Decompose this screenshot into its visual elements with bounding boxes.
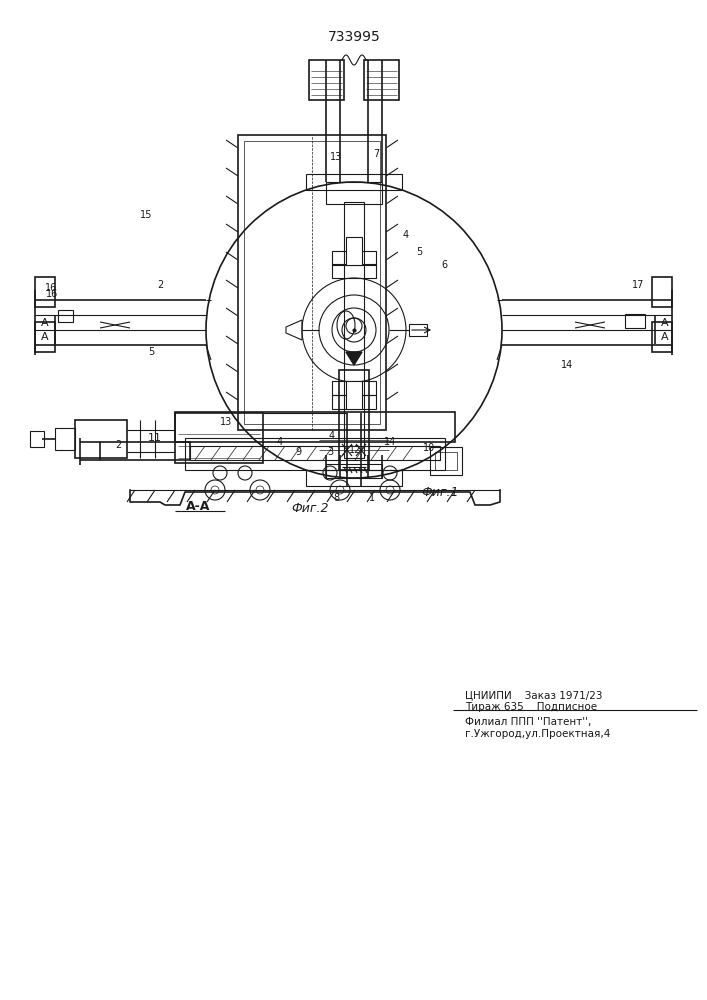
Bar [346,237,362,265]
Text: Фиг.1: Фиг.1 [421,486,459,498]
Bar [75,420,127,458]
Bar [326,464,382,478]
Text: 8: 8 [333,493,339,503]
Text: 4: 4 [277,437,283,447]
Text: 733995: 733995 [327,30,380,44]
Bar [306,470,402,486]
Text: А-А: А-А [186,500,210,514]
Bar [435,452,457,470]
Bar [332,264,376,278]
Text: 11: 11 [148,433,162,443]
Text: 13: 13 [220,417,232,427]
Text: 4: 4 [403,230,409,240]
Text: Филиал ППП ''Патент'',: Филиал ППП ''Патент'', [465,717,591,727]
Bar [30,431,44,447]
Bar [100,442,190,460]
Bar [344,202,364,458]
Text: 10: 10 [423,443,435,453]
Text: Тираж 635    Подписное: Тираж 635 Подписное [465,702,597,712]
Text: А: А [661,332,669,342]
Bar [306,174,402,190]
Text: А: А [42,318,49,328]
Bar [625,314,645,328]
Bar [185,438,445,470]
Bar [652,322,672,352]
Bar [332,395,376,409]
Text: 16: 16 [46,289,58,299]
Text: ЦНИИПИ    Заказ 1971/23: ЦНИИПИ Заказ 1971/23 [465,690,602,700]
Polygon shape [346,352,362,365]
Text: 2: 2 [115,440,121,450]
Bar [364,60,399,100]
Bar [332,251,376,265]
Text: А: А [42,332,49,342]
Bar [346,381,362,409]
Bar [326,182,382,204]
Text: 3: 3 [327,447,333,457]
Text: 15: 15 [140,210,152,220]
Bar [175,413,263,463]
Text: 17: 17 [632,280,644,290]
Text: А: А [661,318,669,328]
Text: 4: 4 [329,431,335,441]
Bar [58,310,73,322]
Text: Фиг.2: Фиг.2 [291,502,329,514]
Bar [332,381,376,395]
Bar [339,370,369,470]
Text: 5: 5 [416,247,422,257]
Bar [244,141,380,424]
Text: 2: 2 [157,280,163,290]
Bar [430,447,462,475]
Bar [309,60,344,100]
Bar [35,277,55,307]
Text: 12: 12 [349,445,361,455]
Text: 14: 14 [384,437,396,447]
Text: 9: 9 [295,447,301,457]
Bar [190,446,440,460]
Bar [35,322,55,352]
Bar [409,324,427,336]
Bar [238,135,386,430]
Bar [175,412,455,442]
Text: 1: 1 [369,493,375,503]
Text: 5: 5 [148,347,154,357]
Text: г.Ужгород,ул.Проектная,4: г.Ужгород,ул.Проектная,4 [465,729,610,739]
Text: 16: 16 [45,283,57,293]
Bar [652,277,672,307]
Bar [55,428,75,450]
Text: 7: 7 [373,149,379,159]
Text: 14: 14 [561,360,573,370]
Text: 13: 13 [330,152,342,162]
Text: 6: 6 [441,260,447,270]
